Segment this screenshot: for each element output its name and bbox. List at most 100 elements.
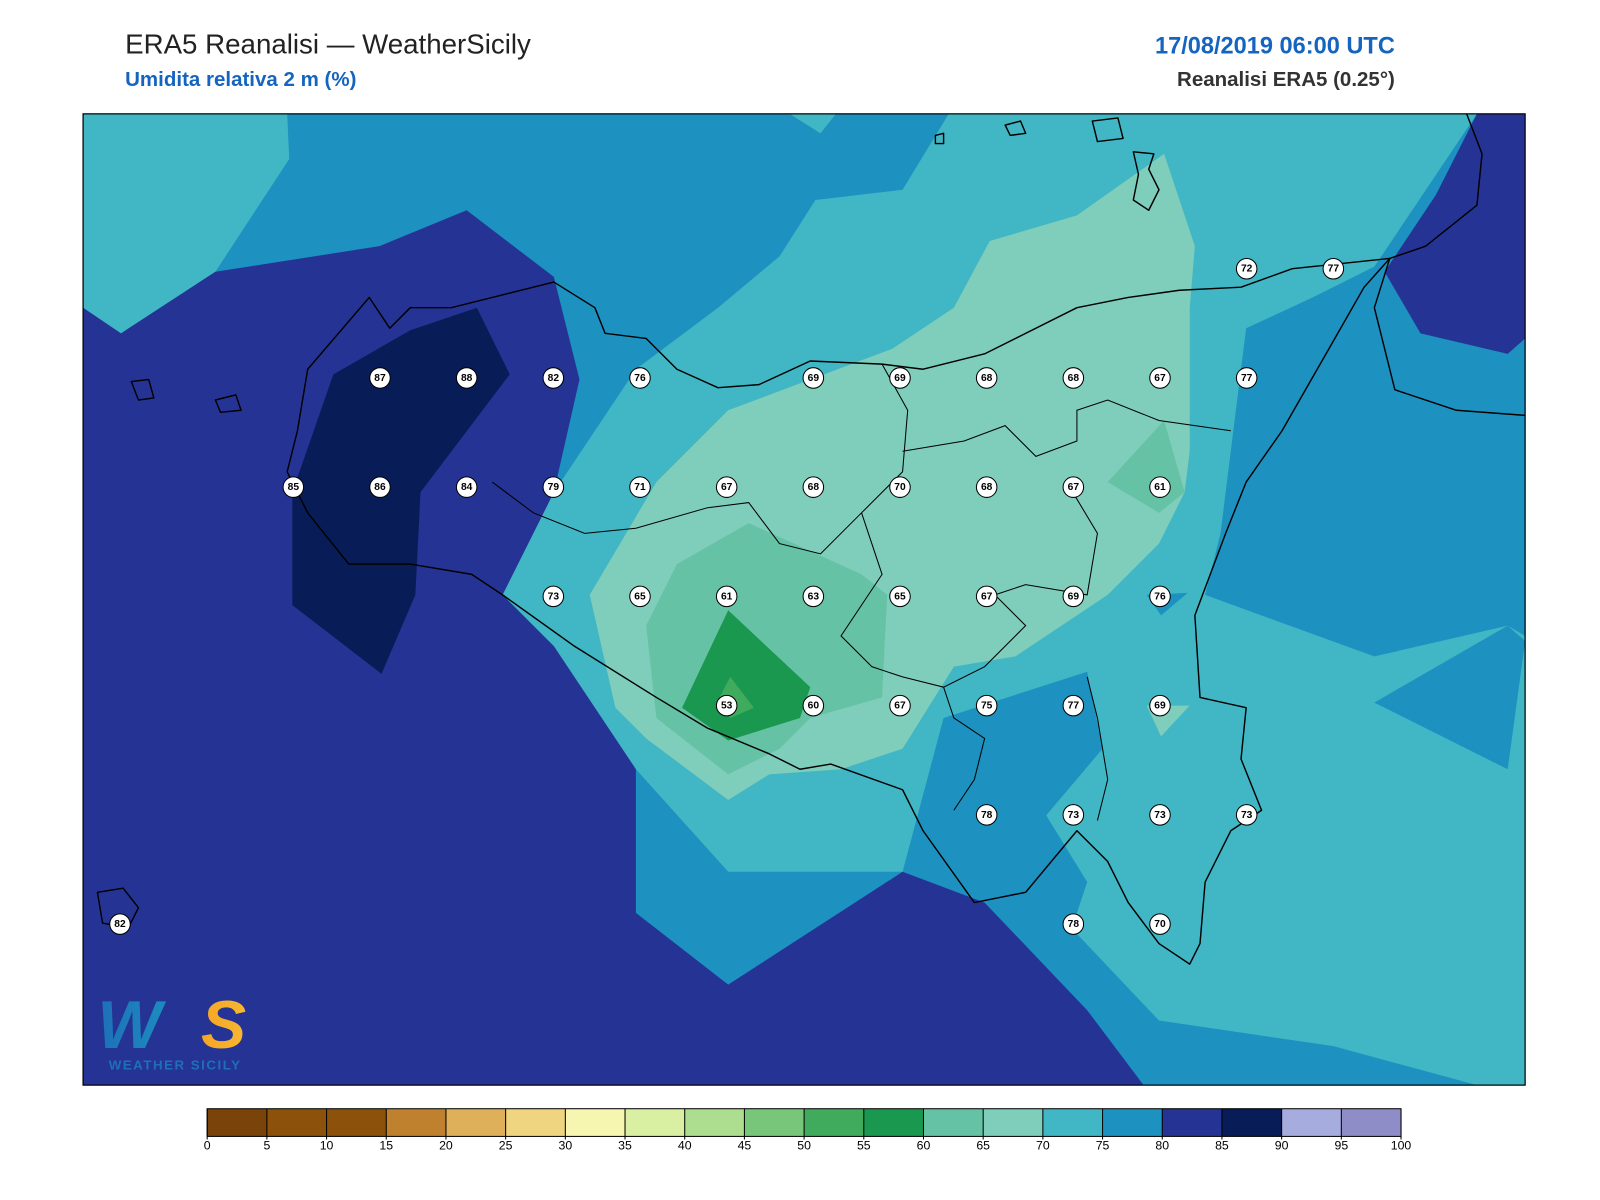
station-marker [802, 694, 825, 717]
station-value: 76 [1154, 591, 1166, 602]
station-marker [282, 476, 305, 498]
station-marker [889, 694, 911, 717]
station-value: 67 [1154, 373, 1166, 384]
colorbar-tick-label: 50 [797, 1138, 811, 1152]
station-value: 65 [894, 591, 906, 602]
station-marker [1149, 585, 1171, 608]
station-value: 77 [1328, 264, 1340, 275]
station-value: 82 [548, 373, 560, 384]
station-marker [1062, 585, 1085, 608]
station-value: 86 [374, 482, 386, 493]
colorbar-segment [386, 1108, 446, 1137]
colorbar-segment [983, 1108, 1043, 1137]
colorbar-segment [684, 1108, 745, 1137]
station-marker [802, 476, 825, 498]
station-marker [455, 476, 478, 498]
station-marker [1149, 694, 1171, 717]
colorbar-segment [445, 1108, 506, 1137]
logo-text: WEATHER SICILY [109, 1058, 240, 1073]
subtitle: Umidita relativa 2 m (%) [125, 68, 356, 91]
colorbar-segment [207, 1108, 267, 1137]
station-marker [542, 367, 565, 389]
station-value: 65 [634, 591, 646, 602]
station-marker [369, 367, 391, 389]
colorbar-tick-label: 100 [1391, 1138, 1412, 1152]
station-marker [629, 476, 651, 498]
station-marker [1062, 694, 1085, 717]
station-marker [1235, 804, 1258, 826]
station-marker [975, 585, 998, 608]
station-value: 68 [981, 482, 993, 493]
colorbar-tick-label: 10 [320, 1138, 334, 1152]
station-value: 82 [114, 919, 126, 930]
coastline [286, 257, 1391, 965]
source: Reanalisi ERA5 (0.25°) [1177, 68, 1395, 91]
colorbar-tick-label: 20 [439, 1138, 453, 1152]
station-value: 73 [548, 591, 560, 602]
station-value: 75 [981, 701, 993, 712]
station-marker [629, 585, 651, 608]
station-value: 63 [808, 591, 820, 602]
colorbar-tick-label: 0 [204, 1138, 211, 1152]
coastline [1373, 113, 1526, 417]
colorbar-segment [625, 1108, 685, 1137]
colorbar-segment [1042, 1108, 1103, 1137]
province-border [491, 363, 1231, 821]
colorbar-segment [863, 1108, 924, 1137]
station-value: 67 [1068, 482, 1080, 493]
station-marker [889, 585, 911, 608]
station-value: 67 [894, 701, 906, 712]
map-frame [82, 113, 1526, 1086]
stations: 72 77 87 88 82 76 69 69 68 68 67 77 85 86 84 79 71 67 68 70… [109, 257, 1345, 935]
colorbar-segment [565, 1108, 626, 1137]
colorbar-segment [266, 1108, 327, 1137]
datetime: 17/08/2019 06:00 UTC [1155, 32, 1395, 58]
colorbar-tick-label: 30 [558, 1138, 572, 1152]
colorbar-segment [1221, 1108, 1282, 1137]
contour-fill [902, 671, 1103, 929]
station-value: 68 [1068, 373, 1080, 384]
colorbar-tick-label: 40 [678, 1138, 692, 1152]
station-marker [1149, 804, 1171, 826]
contour-fill [1374, 625, 1526, 770]
colorbar-tick-label: 45 [738, 1138, 752, 1152]
station-marker [1235, 257, 1258, 280]
station-value: 67 [721, 482, 733, 493]
station-value: 70 [894, 482, 906, 493]
colorbar-tick-label: 65 [976, 1138, 990, 1152]
station-marker [715, 585, 738, 608]
station-value: 76 [634, 373, 646, 384]
colorbar-tick-label: 70 [1036, 1138, 1050, 1152]
station-value: 73 [1241, 810, 1253, 821]
station-value: 72 [1241, 264, 1253, 275]
station-marker [1322, 257, 1345, 280]
colorbar-segment [744, 1108, 805, 1137]
station-marker [975, 367, 998, 389]
colorbar-tick-label: 60 [917, 1138, 931, 1152]
colorbar-tick-label: 35 [618, 1138, 632, 1152]
station-marker [542, 585, 565, 608]
station-marker [889, 367, 911, 389]
station-marker [542, 476, 565, 498]
station-marker [802, 585, 825, 608]
station-value: 73 [1154, 810, 1166, 821]
colorbar-segment [1102, 1108, 1163, 1137]
colorbar-tick-label: 55 [857, 1138, 871, 1152]
station-value: 53 [721, 701, 733, 712]
station-value: 88 [461, 373, 473, 384]
contour-fill [1384, 113, 1526, 354]
station-value: 69 [1068, 591, 1080, 602]
station-marker [109, 913, 131, 935]
station-marker [975, 804, 998, 826]
station-value: 78 [1068, 919, 1080, 930]
colorbar-segment [1341, 1108, 1402, 1137]
station-value: 61 [721, 591, 733, 602]
station-value: 79 [548, 482, 560, 493]
station-value: 67 [981, 591, 993, 602]
station-marker [1149, 367, 1171, 389]
station-marker [1062, 913, 1085, 935]
station-value: 68 [808, 482, 820, 493]
colorbar-tick-label: 80 [1155, 1138, 1169, 1152]
contour-fill [789, 113, 836, 134]
station-marker [975, 694, 998, 717]
